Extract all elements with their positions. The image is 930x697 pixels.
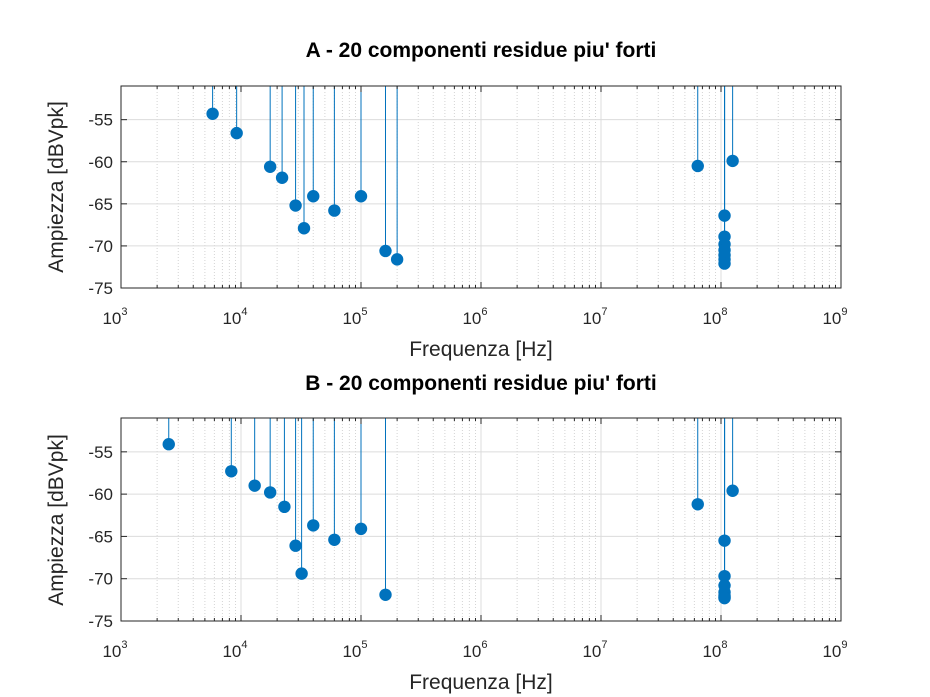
chart-a-stems (206, 86, 739, 270)
chart-b-title: B - 20 componenti residue piu' forti (305, 372, 657, 395)
chart-b-x-tick-label: 105 (342, 639, 367, 661)
chart-b: B - 20 componenti residue piu' forti 103… (45, 372, 848, 694)
chart-b-stem-marker (162, 438, 175, 451)
chart-a-ticks (120, 86, 842, 289)
chart-a-stem-marker (275, 171, 289, 184)
chart-b-stem-marker (295, 567, 308, 580)
chart-a-x-tick-label: 105 (342, 306, 367, 328)
chart-b-stem-marker (307, 519, 320, 532)
chart-b-stem-marker (263, 486, 277, 499)
chart-b-stem-marker (328, 533, 341, 546)
chart-b-y-tick-labels: -55 -60 -65 -70 -75 (88, 443, 113, 631)
chart-a-stem-marker (354, 190, 368, 203)
chart-a-stem-marker (379, 244, 392, 258)
chart-a-x-tick-label: 109 (822, 306, 847, 328)
chart-a-stem-marker (230, 126, 243, 140)
chart-b-stem-marker (379, 588, 392, 601)
chart-b-x-tick-labels: 103 104 105 106 107 108 109 (102, 639, 847, 661)
chart-a-x-tick-label: 107 (582, 306, 607, 328)
chart-a-stem-marker (328, 204, 341, 217)
chart-a-x-tick-label: 103 (102, 306, 127, 328)
chart-a-stem-marker (307, 190, 320, 203)
chart-a-x-axis-label: Frequenza [Hz] (409, 338, 553, 361)
chart-a-y-tick-label: -55 (88, 111, 113, 130)
chart-a: A - 20 componenti residue piu' forti 103… (45, 39, 848, 361)
chart-b-ticks (120, 418, 842, 622)
chart-b-stem-marker (248, 479, 261, 492)
chart-b-grid (120, 418, 842, 622)
chart-b-x-tick-label: 107 (582, 639, 607, 661)
chart-a-title: A - 20 componenti residue piu' forti (306, 39, 657, 62)
chart-b-stem-marker (718, 591, 731, 605)
chart-a-stem-marker (263, 160, 277, 173)
chart-a-y-axis-label: Ampiezza [dBVpk] (45, 101, 68, 273)
chart-a-y-tick-label: -70 (88, 237, 113, 256)
chart-b-stem-marker (718, 534, 731, 547)
chart-a-y-tick-labels: -55 -60 -65 -70 -75 (88, 111, 113, 298)
chart-a-x-tick-labels: 103 104 105 106 107 108 109 (102, 306, 847, 328)
chart-b-stems (162, 418, 739, 605)
chart-a-y-tick-label: -75 (88, 279, 113, 298)
chart-b-y-tick-label: -65 (88, 527, 113, 546)
chart-a-y-tick-label: -60 (88, 153, 113, 172)
chart-a-stem-marker (718, 257, 731, 270)
chart-a-x-tick-label: 106 (462, 306, 487, 328)
chart-a-stem-marker (726, 154, 739, 168)
chart-b-stem-marker (225, 465, 238, 478)
chart-a-x-tick-label: 104 (222, 306, 247, 328)
chart-b-stem-marker (354, 522, 368, 536)
chart-b-y-axis-label: Ampiezza [dBVpk] (45, 434, 68, 606)
chart-b-x-tick-label: 104 (222, 639, 247, 661)
chart-a-stem-marker (718, 209, 731, 222)
chart-b-stem-marker (691, 498, 704, 511)
chart-a-stem-marker (297, 222, 311, 235)
chart-a-stem-marker (390, 253, 404, 266)
chart-a-stem-marker (691, 159, 704, 173)
chart-b-x-tick-label: 109 (822, 639, 847, 661)
chart-a-stem-marker (206, 107, 219, 120)
chart-a-stem-marker (289, 199, 302, 212)
chart-b-y-tick-label: -70 (88, 570, 113, 589)
chart-b-stem-marker (718, 569, 731, 583)
chart-b-x-tick-label: 103 (102, 639, 127, 661)
chart-b-x-tick-label: 106 (462, 639, 487, 661)
chart-b-stem-marker (289, 539, 302, 552)
chart-b-x-axis-label: Frequenza [Hz] (409, 671, 553, 694)
chart-a-x-tick-label: 108 (702, 306, 727, 328)
chart-b-y-tick-label: -55 (88, 443, 113, 462)
chart-b-stem-marker (726, 484, 739, 497)
chart-a-y-tick-label: -65 (88, 195, 113, 214)
chart-b-y-tick-label: -60 (88, 485, 113, 504)
chart-b-stem-marker (278, 500, 291, 514)
chart-b-x-tick-label: 108 (702, 639, 727, 661)
chart-b-y-tick-label: -75 (88, 612, 113, 631)
